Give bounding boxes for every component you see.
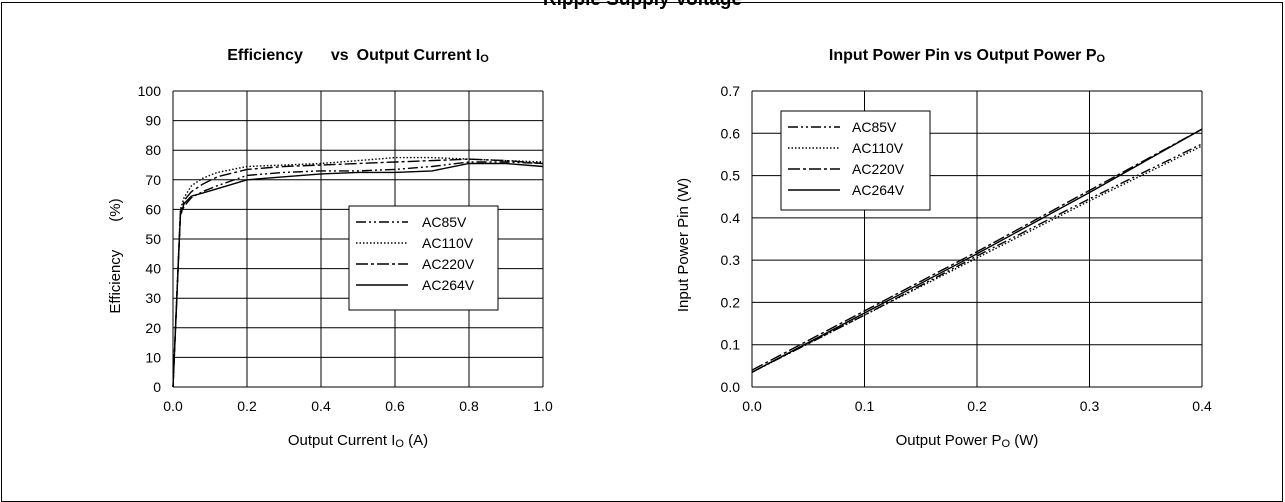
legend-label-ac220v: AC220V <box>422 256 475 272</box>
y-tick-label: 40 <box>145 261 161 277</box>
efficiency-chart: Efficiency vs Output Current IO 0.0 0.2 0.4 0… <box>107 47 553 450</box>
input-power-legend-box <box>780 110 931 211</box>
y-tick-label: 70 <box>145 172 161 188</box>
x-tick-label: 0.0 <box>742 398 762 414</box>
efficiency-legend-box <box>348 205 499 311</box>
input-power-chart-title: Input Power Pin vs Output Power PO <box>829 47 1106 65</box>
input-power-y-axis-label: Input Power Pin (W) <box>675 178 692 312</box>
y-tick-label: 100 <box>138 83 162 99</box>
y-tick-label: 0.4 <box>721 210 741 226</box>
x-tick-label: 0.4 <box>1192 398 1212 414</box>
y-tick-label: 50 <box>145 231 161 247</box>
x-tick-label: 0.2 <box>967 398 987 414</box>
efficiency-x-axis-label: Output Current IO (A) <box>288 432 428 450</box>
y-tick-label: 20 <box>145 320 161 336</box>
y-tick-label: 30 <box>145 290 161 306</box>
y-tick-label: 80 <box>145 142 161 158</box>
x-tick-label: 0.4 <box>311 398 331 414</box>
x-tick-label: 0.1 <box>855 398 875 414</box>
y-tick-label: 0.0 <box>721 379 741 395</box>
series-line-ac110v <box>172 156 544 388</box>
efficiency-x-ticks: 0.0 0.2 0.4 0.6 0.8 1.0 <box>163 398 553 414</box>
efficiency-series <box>172 156 544 388</box>
x-tick-label: 0.2 <box>237 398 257 414</box>
series-line-ac220v <box>172 158 544 388</box>
series-line-ac264v <box>172 162 544 388</box>
series-line-ac85v <box>751 143 1203 373</box>
series-line-ac110v <box>751 145 1203 373</box>
page-heading: Ripple Supply Voltage <box>0 0 1285 11</box>
y-tick-label: 0.5 <box>721 168 741 184</box>
input-power-x-ticks: 0.0 0.1 0.2 0.3 0.4 <box>742 398 1212 414</box>
charts-canvas: Efficiency vs Output Current IO 0.0 0.2 0.4 0… <box>107 47 1212 450</box>
efficiency-legend: AC85V AC110V AC220V AC264V <box>348 205 499 311</box>
y-tick-label: 0.6 <box>721 125 741 141</box>
legend-label-ac264v: AC264V <box>852 182 905 198</box>
input-power-x-axis-label: Output Power PO (W) <box>896 432 1039 450</box>
input-power-legend: AC85V AC110V AC220V AC264V <box>780 110 931 211</box>
legend-label-ac85v: AC85V <box>422 214 467 230</box>
efficiency-chart-title: Efficiency vs Output Current IO <box>227 47 489 65</box>
x-tick-label: 0.3 <box>1080 398 1100 414</box>
y-tick-label: 0.2 <box>721 294 741 310</box>
legend-label-ac220v: AC220V <box>852 161 905 177</box>
legend-label-ac110v: AC110V <box>852 140 904 156</box>
efficiency-y-axis-label: Efficiency(%) <box>107 198 124 313</box>
input-power-y-ticks: 0.0 0.1 0.2 0.3 0.4 0.5 0.6 0.7 <box>721 83 741 395</box>
y-tick-label: 0.1 <box>721 337 741 353</box>
efficiency-y-ticks: 0 10 20 30 40 50 60 70 80 90 100 <box>138 83 162 395</box>
x-tick-label: 0.6 <box>385 398 405 414</box>
series-line-ac264v <box>751 128 1203 373</box>
y-tick-label: 60 <box>145 201 161 217</box>
series-line-ac85v <box>172 161 544 388</box>
input-power-chart: Input Power Pin vs Output Power PO 0.0 0.… <box>675 47 1212 450</box>
series-line-ac220v <box>751 128 1203 371</box>
y-tick-label: 10 <box>145 349 161 365</box>
y-tick-label: 90 <box>145 113 161 129</box>
x-tick-label: 0.0 <box>163 398 183 414</box>
legend-label-ac110v: AC110V <box>422 235 474 251</box>
x-tick-label: 0.8 <box>459 398 479 414</box>
input-power-series <box>751 128 1203 373</box>
y-tick-label: 0.7 <box>721 83 741 99</box>
y-tick-label: 0.3 <box>721 252 741 268</box>
legend-label-ac264v: AC264V <box>422 277 475 293</box>
legend-label-ac85v: AC85V <box>852 119 897 135</box>
x-tick-label: 1.0 <box>533 398 553 414</box>
y-tick-label: 0 <box>153 379 161 395</box>
